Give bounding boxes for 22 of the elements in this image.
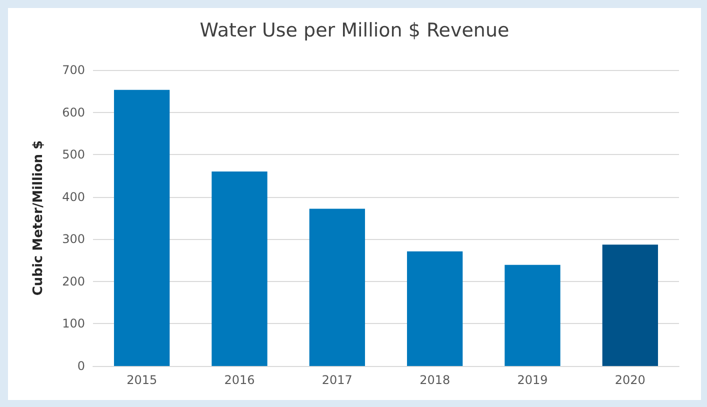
y-tick-label: 600 xyxy=(62,105,85,120)
y-tick-label: 100 xyxy=(62,316,85,331)
x-tick-label: 2019 xyxy=(517,373,548,387)
y-tick-label: 700 xyxy=(62,63,85,77)
chart-title: Water Use per Million $ Revenue xyxy=(200,20,510,42)
x-tick-label: 2016 xyxy=(224,373,255,387)
y-tick-label: 300 xyxy=(62,232,85,246)
bar xyxy=(114,90,170,366)
bar xyxy=(602,244,658,366)
bar xyxy=(407,251,463,366)
bar xyxy=(309,208,365,366)
x-tick-label: 2020 xyxy=(614,373,646,387)
x-tick-label: 2017 xyxy=(322,373,352,387)
x-tick-label: 2018 xyxy=(420,373,450,387)
bar xyxy=(504,264,560,366)
x-tick-label: 2015 xyxy=(126,373,158,387)
y-tick-label: 500 xyxy=(62,148,85,162)
y-tick-label: 200 xyxy=(62,274,85,288)
y-axis-title: Cubic Meter/Million $ xyxy=(31,140,46,296)
bar xyxy=(212,171,268,366)
y-tick-label: 400 xyxy=(62,190,85,204)
y-tick-label: 0 xyxy=(77,359,85,373)
